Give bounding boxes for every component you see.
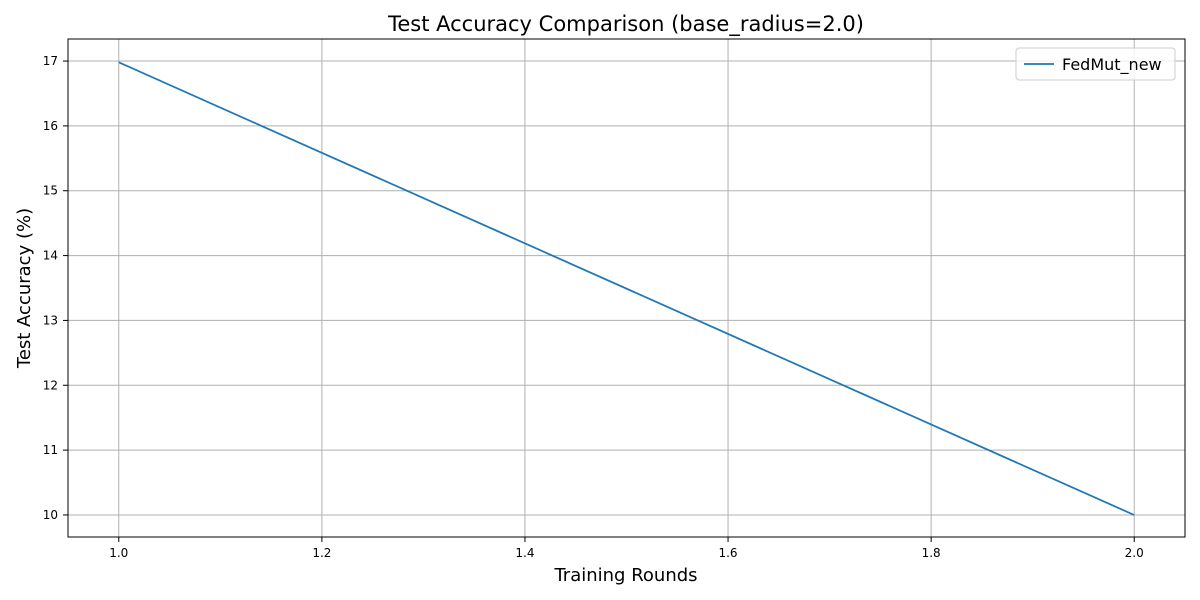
x-tick-label: 1.8 [922,546,941,560]
axes-frame [67,38,1186,538]
y-tick-label: 16 [43,119,58,133]
x-axis-label: Training Rounds [553,565,697,586]
chart-title: Test Accuracy Comparison (base_radius=2.… [387,12,864,37]
x-tick-label: 1.0 [109,546,128,560]
x-tick-label: 1.4 [515,546,534,560]
series-line-fedmut-new [118,61,1135,516]
x-tick-label: 1.2 [312,546,331,560]
grid [68,39,1185,537]
y-axis: 10 11 12 13 14 15 16 17 [43,54,68,522]
plot-area [118,61,1135,516]
y-tick-label: 17 [43,54,58,68]
y-tick-label: 13 [43,313,58,327]
y-tick-label: 15 [43,184,58,198]
y-tick-label: 11 [43,443,58,457]
y-tick-label: 12 [43,378,58,392]
y-axis-label: Test Accuracy (%) [14,208,35,369]
y-tick-label: 14 [43,249,58,263]
legend-box [1015,47,1176,81]
y-tick-label: 10 [43,508,58,522]
x-tick-label: 2.0 [1125,546,1144,560]
x-axis: 1.0 1.2 1.4 1.6 1.8 2.0 [109,537,1144,560]
x-tick-label: 1.6 [718,546,737,560]
legend: FedMut_new [1015,47,1176,81]
legend-label: FedMut_new [1062,55,1162,75]
